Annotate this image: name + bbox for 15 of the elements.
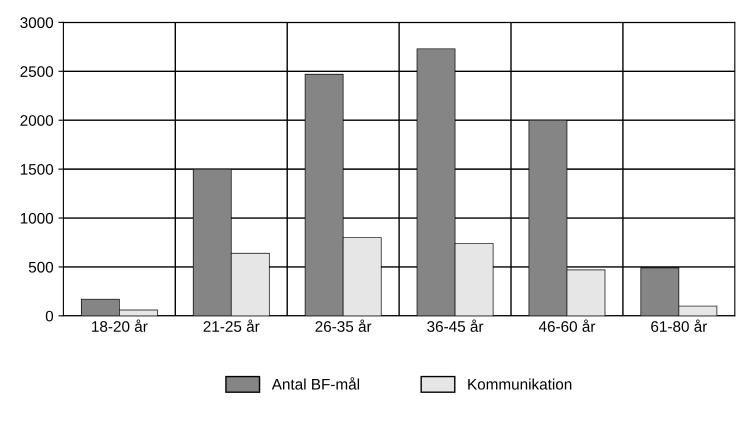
- x-tick-label: 61-80 år: [651, 319, 708, 332]
- y-tick-label: 500: [28, 262, 54, 273]
- x-tick-label: 26-35 år: [315, 319, 372, 332]
- y-tick-label: 1000: [20, 212, 54, 224]
- legend-label: Antal BF-mål: [272, 377, 360, 390]
- y-tick-label: 2000: [20, 115, 54, 126]
- x-tick-label: 21-25 år: [204, 319, 260, 332]
- y-tick-label: 0: [46, 310, 54, 322]
- x-tick-label: 36-45 år: [427, 319, 484, 332]
- x-tick-label: 46-60 år: [538, 319, 596, 332]
- legend-label: Kommunikation: [468, 378, 572, 390]
- y-tick-label: 1500: [20, 164, 54, 175]
- x-tick-label: 18-20 år: [92, 319, 148, 332]
- y-tick-label: 2500: [20, 66, 54, 77]
- y-tick-label: 3000: [20, 17, 54, 28]
